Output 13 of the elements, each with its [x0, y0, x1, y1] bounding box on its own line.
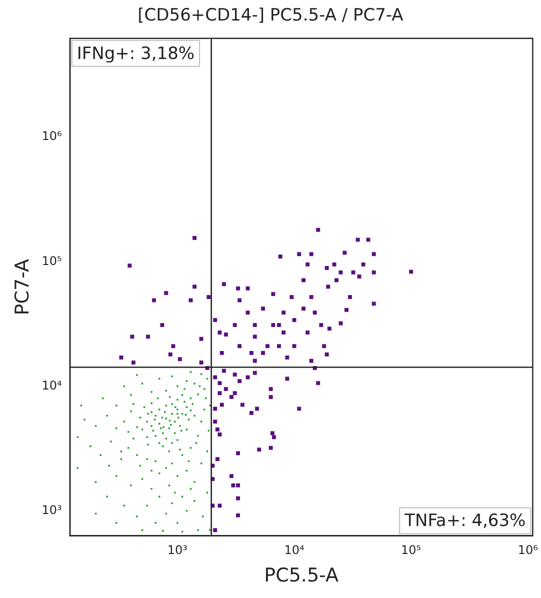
annotation: TNFa+: 4,63% [404, 511, 526, 532]
x-tick-label: 10⁶ [518, 543, 538, 558]
chart-title: [CD56+CD14-] PC5.5-A / PC7-A [138, 6, 404, 26]
y-tick-label: 10³ [42, 502, 62, 517]
annotation: IFNg+: 3,18% [76, 44, 195, 64]
x-tick-label: 10⁵ [401, 543, 422, 558]
x-tick-label: 10³ [167, 543, 188, 558]
y-axis-title: PC7-A [11, 258, 34, 316]
y-tick-label: 10⁵ [42, 254, 62, 268]
x-axis-title: PC5.5-A [264, 564, 338, 587]
y-tick-label: 10⁴ [42, 378, 62, 392]
y-tick-label: 10⁶ [42, 129, 62, 144]
x-tick-label: 10⁴ [284, 543, 304, 558]
